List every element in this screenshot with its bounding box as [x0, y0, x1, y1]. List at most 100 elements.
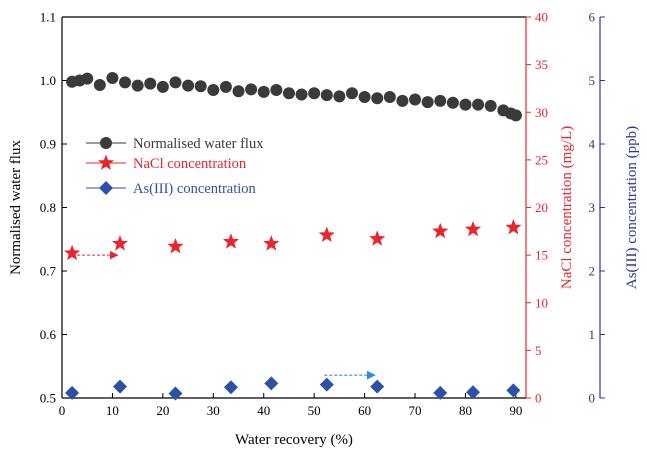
legend-item-as: As(III) concentration: [86, 181, 257, 197]
x-tick-label: 70: [409, 403, 422, 418]
data-point-flux: [333, 90, 346, 103]
data-point-as: [65, 385, 80, 400]
data-point-nacl: [318, 226, 335, 242]
y-axis-nacl-title: NaCl concentration (mg/L): [559, 126, 575, 289]
y-nacl-tick-label: 40: [535, 10, 548, 25]
y-nacl-tick-label: 10: [535, 295, 548, 310]
data-point-flux: [282, 87, 295, 100]
y-nacl-tick-label: 0: [535, 391, 542, 406]
legend-marker-star: [97, 154, 115, 170]
data-point-flux: [383, 91, 396, 104]
y-nacl-tick-label: 30: [535, 105, 548, 120]
data-point-nacl: [64, 244, 81, 261]
data-point-as: [264, 376, 279, 391]
y-nacl-tick-label: 35: [535, 57, 548, 72]
data-point-as: [370, 379, 385, 394]
data-point-as: [223, 380, 238, 395]
legend-label-as: As(III) concentration: [133, 181, 257, 197]
data-point-nacl: [167, 238, 184, 254]
data-point-nacl: [369, 230, 386, 246]
data-point-flux: [119, 76, 132, 89]
data-point-flux: [371, 92, 384, 105]
data-point-flux: [472, 98, 485, 111]
data-point-flux: [194, 80, 207, 93]
legend-marker-circle: [100, 137, 112, 149]
x-tick-label: 10: [106, 403, 119, 418]
data-point-as: [319, 377, 334, 392]
data-point-flux: [232, 85, 245, 98]
legend-label-flux: Normalised water flux: [133, 136, 264, 152]
data-point-flux: [320, 89, 333, 102]
data-point-as: [506, 383, 521, 398]
y-as-tick-label: 5: [589, 73, 596, 88]
y-as-tick-label: 1: [589, 327, 596, 342]
data-point-flux: [409, 93, 422, 106]
data-point-flux: [308, 87, 321, 100]
y-nacl-tick-label: 25: [535, 152, 548, 167]
data-point-nacl: [222, 233, 240, 249]
data-point-flux: [106, 71, 119, 84]
y-as-tick-label: 4: [589, 137, 596, 152]
x-tick-label: 60: [358, 403, 371, 418]
y-nacl-tick-label: 15: [535, 248, 548, 263]
legend-label-nacl: NaCl concentration: [133, 156, 247, 172]
data-point-nacl: [464, 220, 482, 237]
y-left-tick-label: 0.5: [40, 391, 56, 406]
x-tick-label: 40: [257, 403, 270, 418]
x-tick-label: 90: [509, 403, 522, 418]
data-point-flux: [484, 99, 497, 112]
data-point-flux: [219, 80, 232, 93]
data-point-flux: [459, 98, 472, 111]
legend-marker-diamond: [99, 181, 113, 195]
x-tick-label: 0: [59, 403, 66, 418]
data-point-flux: [144, 77, 157, 90]
x-tick-label: 50: [308, 403, 321, 418]
legend-item-nacl: NaCl concentration: [86, 154, 247, 172]
data-point-nacl: [432, 222, 449, 239]
y-left-tick-label: 1.1: [40, 10, 56, 25]
data-point-flux: [346, 87, 358, 100]
data-point-flux: [434, 94, 447, 107]
data-point-flux: [169, 76, 182, 89]
data-point-as: [466, 385, 481, 400]
data-point-nacl: [111, 235, 129, 251]
data-point-as: [113, 379, 127, 394]
data-point-as: [433, 385, 448, 400]
x-tick-label: 30: [207, 403, 220, 418]
x-tick-label: 80: [459, 403, 472, 418]
data-point-flux: [156, 80, 169, 93]
y-left-tick-label: 0.9: [40, 137, 56, 152]
y-as-tick-label: 2: [589, 264, 596, 279]
data-point-flux: [182, 79, 195, 92]
y-axis-left-title: Normalised water flux: [8, 140, 24, 275]
data-point-flux: [446, 96, 459, 109]
data-point-nacl: [505, 219, 522, 235]
y-nacl-tick-label: 5: [535, 343, 542, 358]
data-point-nacl: [263, 235, 280, 251]
y-left-tick-label: 1.0: [40, 73, 56, 88]
data-point-flux: [270, 84, 283, 97]
x-tick-label: 20: [156, 403, 169, 418]
y-as-tick-label: 0: [589, 391, 596, 406]
data-point-flux: [358, 91, 371, 104]
data-point-flux: [93, 78, 106, 91]
data-point-flux: [81, 72, 94, 85]
legend: Normalised water flux NaCl concentration…: [86, 136, 264, 197]
data-point-flux: [131, 79, 144, 92]
x-axis-title: Water recovery (%): [235, 432, 353, 448]
data-point-flux: [257, 85, 270, 98]
legend-item-flux: Normalised water flux: [86, 136, 264, 152]
data-point-flux: [396, 94, 409, 107]
data-point-as: [168, 386, 183, 401]
y-as-tick-label: 6: [589, 10, 596, 25]
data-point-flux: [245, 83, 258, 96]
data-point-flux: [295, 88, 308, 101]
data-point-flux: [421, 96, 434, 109]
y-left-tick-label: 0.8: [40, 200, 56, 215]
y-nacl-tick-label: 20: [535, 200, 548, 215]
y-as-tick-label: 3: [589, 200, 596, 215]
y-left-tick-label: 0.6: [40, 327, 57, 342]
y-left-tick-label: 0.7: [40, 264, 57, 279]
y-axis-as-title: As(III) concentration (ppb): [624, 126, 640, 289]
